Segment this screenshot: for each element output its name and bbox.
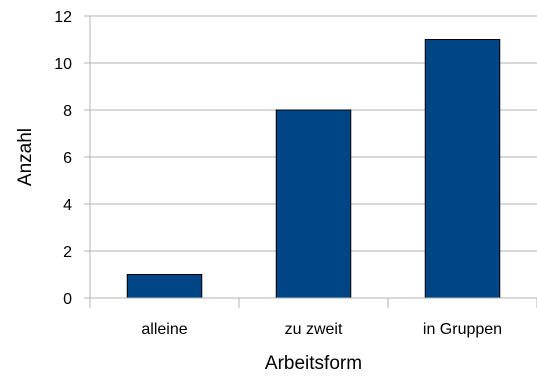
x-tick-labels: alleine zu zweit in Gruppen xyxy=(141,321,502,338)
y-axis-title: Anzahl xyxy=(15,128,36,186)
y-tick-label: 4 xyxy=(63,197,72,214)
y-tick-label: 2 xyxy=(63,244,72,261)
x-tick-label: in Gruppen xyxy=(423,321,502,338)
y-tick-label: 12 xyxy=(54,9,72,26)
y-tick-label: 8 xyxy=(63,103,72,120)
bars xyxy=(126,39,501,299)
axes xyxy=(84,15,537,308)
y-tick-label: 10 xyxy=(54,56,72,73)
bar xyxy=(424,39,501,299)
bar xyxy=(275,109,352,299)
y-tick-label: 6 xyxy=(63,150,72,167)
y-tick-label: 0 xyxy=(63,291,72,308)
x-tick-label: zu zweit xyxy=(285,321,343,338)
y-tick-labels: 0 2 4 6 8 10 12 xyxy=(54,9,72,308)
x-tick-label: alleine xyxy=(141,321,187,338)
bar xyxy=(126,274,203,299)
x-axis-title: Arbeitsform xyxy=(265,353,362,374)
